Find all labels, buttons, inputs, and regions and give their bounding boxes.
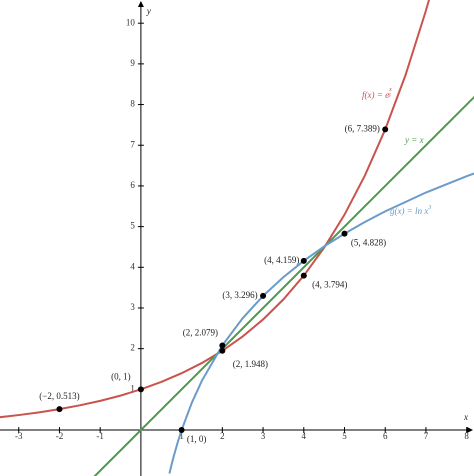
y-tick-label: 2 [130, 343, 135, 353]
y-tick-label: 8 [130, 99, 135, 109]
x-tick-label: 2 [220, 431, 225, 441]
point [178, 427, 185, 434]
point [260, 292, 267, 299]
curve-label-name: g(x) = ln x [390, 206, 428, 216]
point [300, 272, 307, 279]
curve-label-name: f(x) = e [362, 90, 389, 100]
x-tick-label: 1 [179, 431, 184, 441]
point-label: (2, 1.948) [233, 359, 268, 369]
y-tick-label: 10 [126, 17, 136, 27]
point [219, 342, 226, 349]
point-label: (4, 4.159) [264, 255, 299, 265]
curve-label-sup: 3 [427, 205, 431, 211]
y-tick-label: 3 [130, 302, 135, 312]
curve-label-name: y = x [404, 135, 424, 145]
point-label: (5, 4.828) [351, 238, 386, 248]
y-axis-label: y [146, 6, 151, 16]
point-label: (−2, 0.513) [39, 391, 79, 401]
curve [168, 172, 474, 474]
point [137, 386, 144, 393]
y-tick-label: 4 [130, 261, 135, 271]
y-axis-arrow [137, 1, 144, 7]
x-tick-label: -1 [96, 431, 104, 441]
x-axis-arrow [467, 427, 473, 434]
x-tick-label: -2 [56, 431, 64, 441]
y-tick-label: 9 [130, 58, 135, 68]
point-label: (2, 2.079) [183, 328, 218, 338]
x-tick-label: 4 [302, 431, 307, 441]
point [56, 406, 63, 413]
point [382, 126, 389, 133]
y-tick-label: 5 [130, 221, 135, 231]
x-tick-label: 5 [342, 431, 347, 441]
point-label: (3, 3.296) [222, 290, 257, 300]
curve-label-sup: x [388, 87, 392, 93]
x-tick-label: -3 [15, 431, 23, 441]
curve-label: g(x) = ln x3 [390, 205, 431, 216]
x-tick-label: 3 [261, 431, 266, 441]
point [219, 347, 226, 354]
x-axis-label: x [463, 412, 468, 422]
curve-label: f(x) = ex 3 [362, 87, 392, 100]
y-tick-label: 7 [130, 139, 135, 149]
y-tick-label: 6 [130, 180, 135, 190]
point-label: (0, 1) [111, 371, 131, 381]
point-label: (4, 3.794) [312, 280, 347, 290]
point [300, 257, 307, 264]
point-label: (6, 7.389) [345, 123, 380, 133]
curve [93, 95, 474, 476]
curve-label-sup-den: 3 [387, 93, 391, 99]
x-tick-label: 6 [383, 431, 388, 441]
x-tick-label: 7 [424, 431, 429, 441]
point-label: (1, 0) [187, 434, 207, 444]
x-tick-label: 8 [464, 431, 469, 441]
curve-label: y = x [404, 135, 424, 145]
y-tick-label: 1 [130, 383, 135, 393]
point [341, 230, 348, 237]
